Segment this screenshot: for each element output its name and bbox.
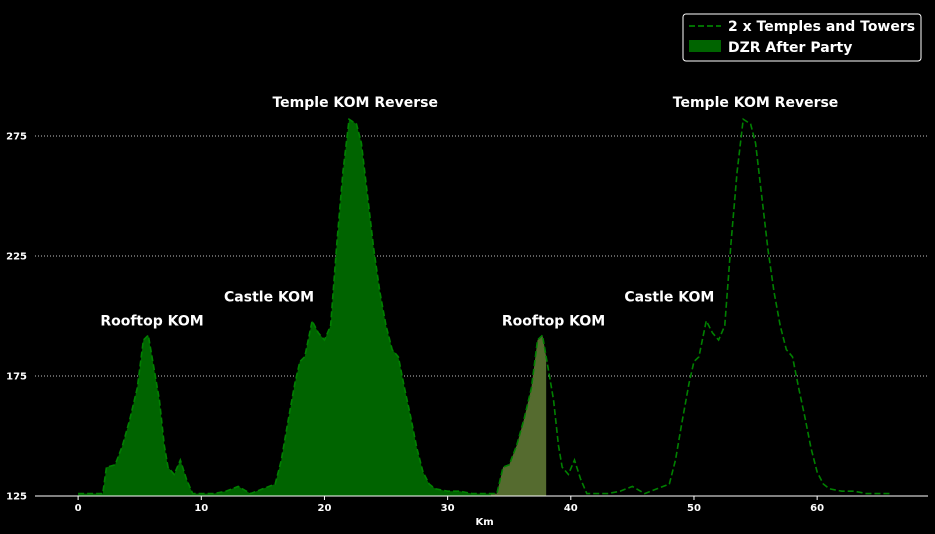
x-tick-label: 0 [75, 503, 82, 514]
series-area [78, 119, 547, 496]
x-tick-label: 50 [687, 503, 701, 514]
legend-label-series-1: 2 x Temples and Towers [728, 19, 915, 35]
y-tick-label: 175 [6, 372, 27, 383]
segment-annotation: Castle KOM [224, 290, 314, 306]
x-tick-label: 10 [194, 503, 208, 514]
dashed-route-line [78, 117, 892, 495]
legend: 2 x Temples and Towers DZR After Party [682, 13, 922, 62]
segment-annotation: Rooftop KOM [502, 314, 605, 330]
segment-annotation: Castle KOM [624, 290, 714, 306]
grid-lines [35, 135, 928, 377]
segment-annotation: Temple KOM Reverse [272, 95, 438, 111]
legend-swatch-filled [689, 40, 721, 52]
x-tick-label: 20 [317, 503, 331, 514]
legend-box [682, 13, 922, 62]
x-tick-label: 40 [564, 503, 578, 514]
legend-label-series-2: DZR After Party [728, 40, 852, 56]
x-axis-label: Km [475, 517, 493, 528]
segment-annotation: Rooftop KOM [100, 314, 203, 330]
segment-annotation: Temple KOM Reverse [673, 95, 839, 111]
area-fill-highlight [490, 335, 547, 496]
y-tick-label: 225 [6, 252, 27, 263]
x-tick-label: 60 [810, 503, 824, 514]
y-tick-label: 125 [6, 492, 27, 503]
annotations: Rooftop KOM Castle KOM Temple KOM Reverse R… [100, 95, 838, 329]
series-line [78, 117, 892, 495]
x-tick-label: 30 [441, 503, 455, 514]
axes: 0 10 20 30 40 50 60 125 175 225 275 Km [6, 132, 928, 528]
y-tick-label: 275 [6, 132, 27, 143]
area-fill-main [78, 119, 491, 496]
